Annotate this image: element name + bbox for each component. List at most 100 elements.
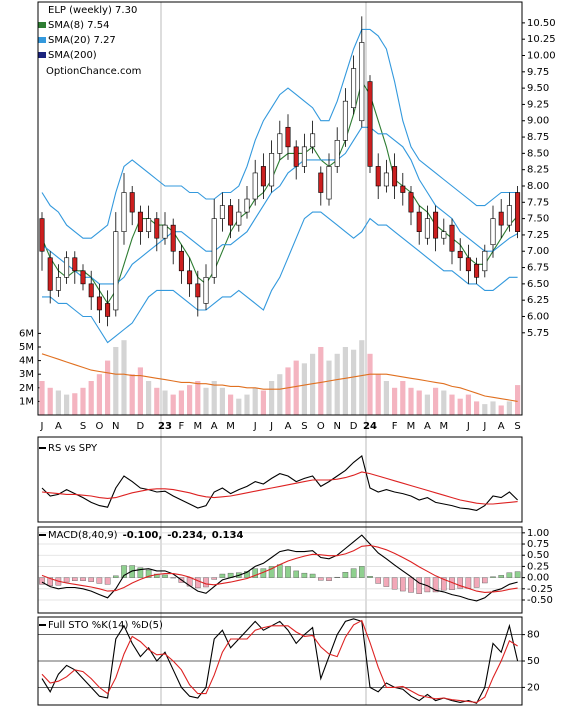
x-tick-label: F [392, 421, 398, 432]
volume-bar [80, 387, 86, 415]
x-tick-label: A [55, 421, 62, 432]
volume-bar [203, 387, 209, 415]
histogram-bar [441, 577, 447, 591]
y-tick-label: 3M [19, 369, 34, 380]
candle-body [113, 231, 119, 311]
candle-body [359, 42, 365, 122]
series-line [41, 80, 519, 305]
candle-body [515, 192, 521, 232]
y-tick-label: 9.25 [527, 99, 549, 110]
candle-body [39, 218, 45, 252]
volume-bar [72, 393, 78, 415]
y-tick-label: -0.50 [527, 595, 553, 606]
histogram-bar [309, 573, 316, 578]
y-tick-label: 5.75 [527, 328, 549, 339]
candle-body [269, 153, 275, 187]
candle-body [334, 140, 340, 167]
volume-bar [121, 340, 127, 415]
volume-bar [269, 381, 275, 415]
candle-body [465, 257, 471, 272]
legend-label: SMA(200) [48, 50, 97, 61]
candle-body [474, 263, 480, 278]
y-tick-label: 6.75 [527, 263, 549, 274]
histogram-bar [482, 577, 488, 584]
y-tick-label: 1M [19, 396, 34, 407]
candle-body [260, 166, 266, 187]
candle-body [293, 146, 299, 167]
y-tick-label: 7.00 [527, 246, 549, 257]
candle-body [72, 257, 78, 272]
y-tick-label: 10.00 [527, 51, 556, 62]
volume-bar [392, 387, 398, 415]
x-tick-label: M [407, 421, 416, 432]
volume-bar [326, 360, 332, 415]
candle-body [498, 211, 504, 226]
x-tick-label: N [112, 421, 119, 432]
histogram-bar [432, 577, 439, 593]
volume-bar [211, 381, 217, 415]
candle-body [64, 257, 70, 278]
x-tick-label: J [466, 421, 470, 432]
candle-body [228, 205, 234, 226]
histogram-bar [342, 572, 349, 578]
histogram-bar [457, 577, 464, 589]
x-tick-label: J [253, 421, 257, 432]
histogram-bar [145, 569, 152, 578]
histogram-bar [408, 577, 414, 593]
candle-body [342, 100, 348, 141]
histogram-bar [112, 575, 119, 578]
histogram-bar [211, 577, 218, 580]
y-tick-label: 10.25 [527, 34, 556, 45]
volume-bar [400, 381, 406, 415]
candle-body [146, 218, 152, 232]
legend-value: -0.100, [123, 530, 163, 541]
legend-swatch [38, 37, 46, 43]
y-tick-label: 5M [19, 342, 34, 353]
histogram-bar [391, 577, 398, 590]
x-tick-label: J [482, 421, 486, 432]
volume-bar [449, 394, 455, 415]
y-tick-label: 7.50 [527, 214, 549, 225]
histogram-bar [88, 577, 94, 582]
x-tick-label: D [350, 421, 358, 432]
volume-bar [375, 374, 381, 415]
candle-body [187, 270, 193, 285]
volume-bar [318, 347, 324, 415]
volume-bar [252, 387, 258, 415]
histogram-bar [400, 577, 406, 592]
x-tick-label: J [269, 421, 273, 432]
volume-bar [219, 387, 225, 415]
histogram-bar [80, 577, 86, 581]
volume-bar [408, 387, 414, 415]
y-tick-label: 0.25 [527, 561, 549, 572]
histogram-bar [268, 566, 275, 578]
y-tick-label: 2M [19, 383, 34, 394]
y-tick-label: 0.00 [527, 573, 549, 584]
series-line [41, 618, 519, 704]
volume-bar [457, 398, 463, 415]
legend-value: -0.234, [167, 530, 207, 541]
candle-body [170, 224, 176, 252]
candle-body [88, 283, 94, 298]
volume-bar [260, 390, 266, 415]
candle-body [351, 68, 357, 108]
histogram-bar [129, 565, 136, 578]
x-tick-label: S [80, 421, 86, 432]
histogram-bar [71, 577, 78, 581]
legend-label: SMA(8) 7.54 [48, 20, 109, 31]
histogram-bar [359, 566, 365, 578]
x-tick-label: M [439, 421, 448, 432]
x-tick-label: M [193, 421, 202, 432]
volume-bar [367, 353, 373, 415]
volume-bar [39, 381, 45, 415]
candle-body [506, 205, 512, 226]
candle-body [47, 257, 53, 291]
x-tick-label: A [285, 421, 292, 432]
y-tick-label: 7.75 [527, 197, 549, 208]
volume-bar [351, 349, 357, 415]
volume-bar [515, 385, 521, 415]
y-tick-label: 20 [527, 682, 540, 693]
x-tick-label: A [498, 421, 505, 432]
